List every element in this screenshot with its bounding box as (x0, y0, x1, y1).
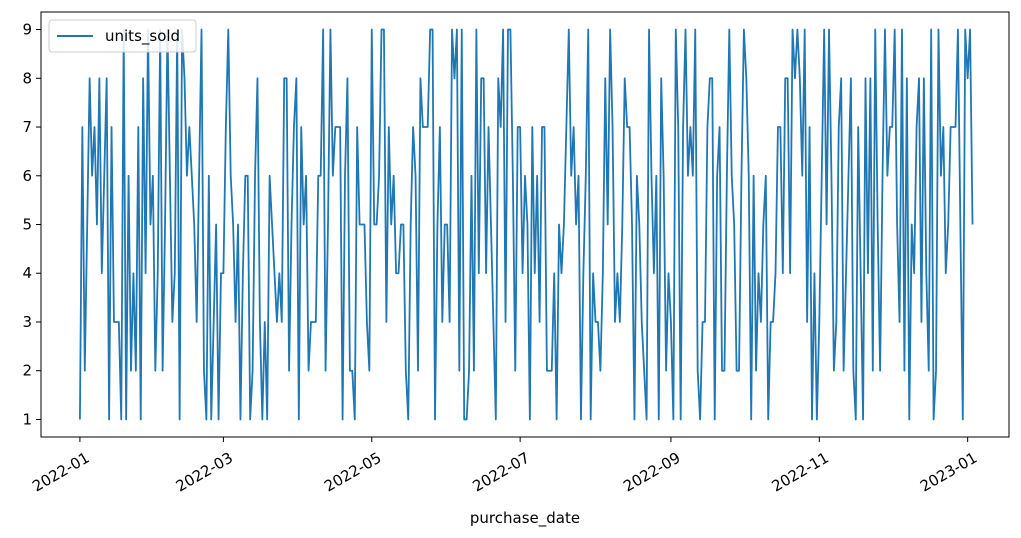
y-tick-label: 1 (22, 410, 32, 428)
legend-box (48, 19, 197, 53)
y-tick-label: 3 (22, 313, 32, 331)
y-tick-label: 8 (22, 69, 32, 87)
legend-label-units-sold: units_sold (105, 27, 180, 46)
x-axis-label: purchase_date (470, 509, 580, 528)
plot-area (40, 11, 1010, 438)
y-tick-label: 9 (22, 21, 32, 39)
y-tick-label: 7 (22, 118, 32, 136)
y-tick-label: 5 (22, 216, 32, 234)
legend: units_sold (48, 19, 197, 53)
y-tick-label: 6 (22, 167, 32, 185)
y-tick-label: 2 (22, 362, 32, 380)
series-line-units-sold (79, 28, 974, 421)
y-tick-label: 4 (22, 264, 32, 282)
y-axis: 1 2 3 4 5 6 7 8 9 (22, 21, 41, 428)
